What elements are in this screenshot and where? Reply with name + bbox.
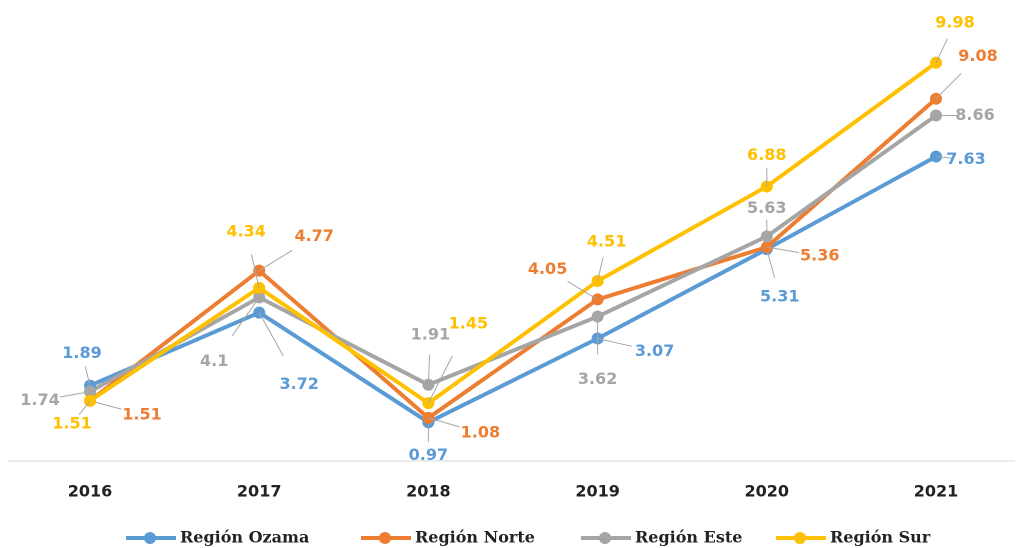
data-label: 1.45 <box>449 314 488 333</box>
series-line <box>89 113 938 394</box>
data-label: 4.51 <box>587 232 626 251</box>
legend-marker <box>379 532 391 544</box>
data-point <box>930 56 942 69</box>
legend-label: Región Este <box>635 528 742 547</box>
data-label: 3.62 <box>578 369 617 388</box>
leader-line <box>78 400 91 415</box>
data-label: 4.1 <box>200 351 228 370</box>
series-line <box>88 97 938 421</box>
x-tick-label: 2021 <box>914 482 959 501</box>
leader-line <box>59 391 91 398</box>
leader-line <box>766 246 799 254</box>
leader-line <box>597 338 632 347</box>
leader-line <box>567 280 598 300</box>
data-label: 1.08 <box>461 422 500 441</box>
legend-marker <box>144 532 156 544</box>
data-label: 1.51 <box>52 413 91 432</box>
series-line <box>89 154 937 425</box>
leader-line <box>428 417 460 428</box>
leader-line <box>935 73 962 100</box>
leader-line <box>250 254 260 288</box>
data-label: 1.89 <box>62 343 101 362</box>
legend-label: Región Norte <box>415 528 535 547</box>
legend-label: Región Sur <box>830 528 931 547</box>
data-label: 5.63 <box>747 198 786 217</box>
leader-line <box>935 156 955 159</box>
data-label: 6.88 <box>747 145 786 164</box>
data-label: 1.51 <box>122 404 161 423</box>
x-tick-label: 2016 <box>68 482 113 501</box>
data-label: 1.91 <box>411 324 450 343</box>
series-line <box>88 61 938 406</box>
data-label: 3.72 <box>279 374 318 393</box>
data-label: 4.34 <box>226 221 265 240</box>
leader-line <box>935 38 948 64</box>
data-label: 0.97 <box>409 445 448 464</box>
legend-marker <box>599 532 611 544</box>
leader-line <box>766 249 776 279</box>
data-label: 9.98 <box>935 12 974 31</box>
legend-marker <box>794 532 806 544</box>
leader-line <box>258 312 284 357</box>
data-label: 5.31 <box>760 287 799 306</box>
x-tick-label: 2018 <box>406 482 451 501</box>
data-label: 1.74 <box>20 390 59 409</box>
data-label: 4.77 <box>294 226 333 245</box>
data-label: 8.66 <box>955 105 994 124</box>
x-tick-label: 2020 <box>745 482 790 501</box>
legend-label: Región Ozama <box>180 528 309 547</box>
leader-line <box>427 355 453 404</box>
x-tick-label: 2017 <box>237 482 282 501</box>
leader-line <box>427 354 431 385</box>
data-label: 5.36 <box>800 246 839 265</box>
data-label: 4.05 <box>528 259 567 278</box>
leader-line <box>84 366 91 386</box>
data-label: 7.63 <box>946 149 985 168</box>
data-label: 3.07 <box>635 341 674 360</box>
data-label: 9.08 <box>958 46 997 65</box>
x-tick-label: 2019 <box>575 482 620 501</box>
leader-line <box>231 297 260 337</box>
leader-line <box>597 257 604 282</box>
leader-line <box>258 249 293 272</box>
